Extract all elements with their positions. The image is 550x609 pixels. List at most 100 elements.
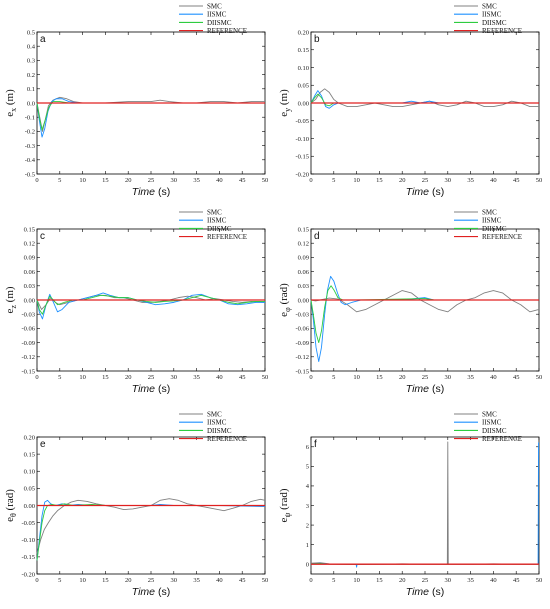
series-line-iismc — [310, 275, 539, 362]
x-tick-label: 30 — [445, 577, 452, 584]
legend-label: IISMC — [207, 11, 227, 19]
y-tick-label: 0.15 — [24, 451, 35, 458]
y-axis-label-sub: ψ — [283, 513, 292, 518]
y-tick-label: 0.10 — [298, 65, 309, 72]
x-tick-label: 35 — [467, 577, 474, 584]
legend-label: IISMC — [482, 11, 502, 19]
x-tick-label: 45 — [513, 177, 520, 184]
panel-letter: a — [40, 34, 46, 45]
y-axis-label-sub: z — [9, 305, 18, 309]
x-tick-label: 15 — [376, 577, 383, 584]
x-tick-label: 45 — [239, 177, 246, 184]
y-axis-label-main: e — [278, 112, 290, 117]
y-axis-label-unit: (m) — [4, 286, 16, 305]
x-axis-label: Time (s) — [132, 186, 170, 198]
legend-label: REFERENCE — [482, 27, 522, 35]
x-tick-label: 10 — [79, 177, 86, 184]
x-tick-label: 20 — [399, 374, 406, 381]
y-tick-label: 0.06 — [298, 269, 310, 276]
x-tick-label: 15 — [376, 374, 383, 381]
y-tick-label: -0.15 — [295, 368, 309, 375]
x-axis-label-italic: Time — [132, 586, 155, 598]
y-tick-label: 0.09 — [24, 255, 35, 262]
x-axis-label-italic: Time — [132, 383, 155, 395]
y-tick-label: 0.12 — [298, 241, 309, 248]
legend-label: SMC — [482, 208, 497, 216]
y-axis-label-sub: θ — [9, 513, 18, 517]
legend-label: REFERENCE — [207, 27, 247, 35]
x-axis-label-unit: (s) — [429, 186, 444, 198]
y-tick-label: -0.15 — [295, 154, 309, 161]
y-tick-label: 0.05 — [24, 486, 35, 493]
legend-label: DIISMC — [207, 427, 232, 435]
x-tick-label: 10 — [353, 177, 360, 184]
y-tick-label: 0.20 — [298, 29, 309, 36]
y-tick-label: 0 — [306, 562, 309, 569]
y-tick-label: 0.10 — [24, 469, 35, 476]
x-tick-label: 5 — [58, 177, 61, 184]
x-tick-label: 25 — [148, 177, 155, 184]
x-axis-label-unit: (s) — [155, 383, 170, 395]
x-tick-label: 15 — [102, 577, 109, 584]
x-tick-label: 40 — [216, 177, 223, 184]
y-tick-label: 0.00 — [24, 503, 35, 510]
y-tick-label: 0.1 — [27, 86, 35, 93]
plot-frame — [310, 436, 540, 575]
x-tick-label: 40 — [490, 577, 497, 584]
x-tick-label: 35 — [193, 177, 200, 184]
y-tick-label: 4 — [306, 483, 310, 490]
y-tick-label: 0.12 — [24, 241, 35, 248]
x-axis-label-unit: (s) — [429, 383, 444, 395]
x-axis-label: Time (s) — [406, 586, 444, 598]
x-tick-label: 0 — [35, 177, 38, 184]
y-axis-label-sub: φ — [283, 307, 292, 312]
x-tick-label: 0 — [35, 577, 38, 584]
x-axis-label-italic: Time — [406, 383, 429, 395]
legend-label: SMC — [207, 2, 222, 10]
y-tick-label: 0.06 — [24, 269, 36, 276]
x-tick-label: 20 — [125, 577, 132, 584]
x-tick-label: 0 — [35, 374, 38, 381]
y-tick-label: -0.15 — [21, 554, 35, 561]
x-axis-label-italic: Time — [406, 586, 429, 598]
x-tick-label: 5 — [332, 177, 335, 184]
y-axis-label: ex (m) — [4, 89, 18, 117]
legend-label: DIISMC — [207, 225, 232, 233]
series-line-smc — [36, 294, 266, 310]
series-line-smc — [36, 498, 266, 554]
x-axis-label-unit: (s) — [155, 186, 170, 198]
y-tick-label: -0.06 — [21, 326, 35, 333]
series-line-diismc — [36, 294, 265, 315]
x-tick-label: 50 — [262, 177, 269, 184]
y-tick-label: -0.10 — [295, 136, 309, 143]
y-axis-label-unit: (m) — [4, 89, 16, 108]
x-tick-label: 50 — [536, 374, 543, 381]
chart-panel-c: 0 5 10 15 20 25 30 35 40 45 50 -0.15 -0.12 -0.09 -0.06… — [4, 208, 268, 395]
y-tick-label: 0.15 — [298, 226, 309, 233]
y-tick-label: 0.00 — [24, 297, 35, 304]
x-tick-label: 20 — [399, 177, 406, 184]
x-tick-label: 35 — [193, 577, 200, 584]
y-tick-label: -0.3 — [25, 143, 35, 150]
x-tick-label: 25 — [148, 374, 155, 381]
y-axis-label-sub: x — [9, 108, 18, 112]
x-tick-label: 25 — [148, 577, 155, 584]
y-axis-label-unit: (m) — [278, 89, 290, 108]
y-tick-label: -0.20 — [295, 171, 309, 178]
x-axis-label: Time (s) — [406, 186, 444, 198]
y-axis-label-main: e — [278, 518, 290, 523]
y-tick-label: 0.5 — [27, 29, 35, 36]
y-tick-label: -0.05 — [295, 118, 309, 125]
y-tick-label: 0.09 — [298, 255, 309, 262]
series-line-smc — [310, 441, 539, 566]
y-axis-label: eθ (rad) — [4, 489, 18, 522]
panel-letter: b — [314, 34, 320, 45]
y-tick-label: -0.10 — [21, 537, 35, 544]
x-tick-label: 5 — [332, 577, 335, 584]
x-axis-label-italic: Time — [406, 186, 429, 198]
y-tick-label: 2 — [306, 522, 309, 529]
y-tick-label: 0.4 — [27, 44, 36, 51]
series-line-iismc — [310, 442, 539, 568]
y-tick-label: -0.03 — [21, 312, 35, 319]
